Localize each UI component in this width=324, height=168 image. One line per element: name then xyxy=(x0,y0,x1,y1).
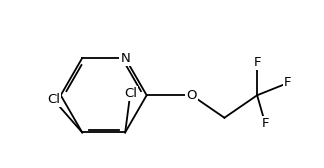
Text: N: N xyxy=(120,52,130,65)
Text: F: F xyxy=(253,56,261,69)
Text: Cl: Cl xyxy=(124,87,137,100)
Text: Cl: Cl xyxy=(47,93,60,106)
Text: F: F xyxy=(261,117,269,130)
Text: O: O xyxy=(186,89,197,102)
Text: F: F xyxy=(284,76,292,90)
